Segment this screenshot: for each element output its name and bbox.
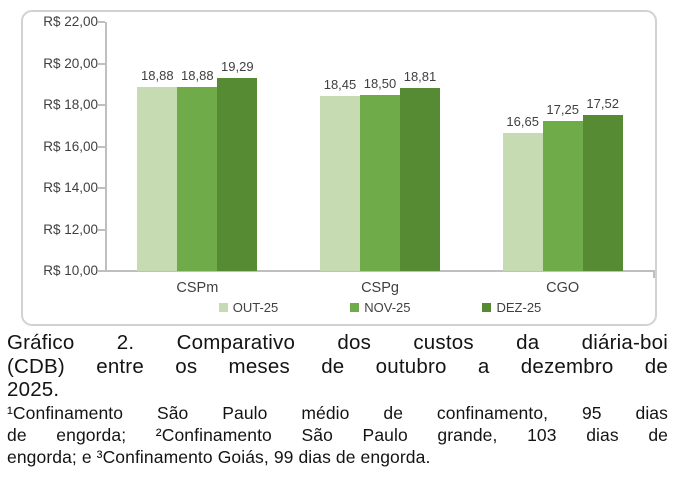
legend-swatch-icon [482,303,492,312]
bar-value-label: 18,88 [181,67,214,83]
bar-value-label: 18,81 [403,69,437,85]
bar-group-cspm: 18,88 18,88 19,29 [106,59,289,271]
bar-cgo-dez-25: 17,52 [582,96,623,271]
bar-cspg-out-25: 18,45 [320,77,360,271]
bar-value-label: 16,65 [506,114,539,129]
legend-label: NOV-25 [364,300,411,315]
bar-cspm-nov-25: 18,88 [177,68,218,271]
footnote-line: ¹Confinamento São Paulo médio de confina… [7,403,668,423]
bar-value-label: 17,25 [546,101,579,117]
bar-value-label: 17,52 [586,96,619,111]
y-axis-tick-label: R$ 22,00 [43,14,98,29]
y-axis-tick-label: R$ 18,00 [43,97,98,112]
bar-group-cspg: 18,45 18,50 18,81 [289,69,472,271]
bar-cgo-nov-25: 17,25 [542,102,583,271]
legend-swatch-icon [218,303,228,312]
y-axis-tick-mark [98,62,105,65]
x-axis-category-label: CGO [546,280,580,296]
chart-legend: OUT-25 NOV-25 DEZ-25 [106,300,654,315]
y-axis-tick-mark [98,270,105,272]
y-axis-tick-mark [98,228,105,231]
bar-value-label: 18,88 [141,67,174,83]
footnote-line: engorda; e ³Confinamento Goiás, 99 dias … [7,447,431,467]
footnote-line: de engorda; ²Confinamento São Paulo gran… [7,425,668,445]
x-axis-category-labels: CSPm CSPg CGO [106,280,654,296]
y-axis-tick-mark [98,104,105,106]
x-axis-category-label: CSPg [361,280,399,296]
caption-line: Gráfico 2. Comparativo dos custos da diá… [7,331,668,354]
chart-footnote: ¹Confinamento São Paulo médio de confina… [7,402,668,468]
bar-value-label: 18,45 [323,76,357,92]
bar-cspg-nov-25: 18,50 [360,76,400,271]
y-axis-line [105,22,107,272]
legend-label: DEZ-25 [496,300,542,315]
y-axis-tick-label: R$ 16,00 [43,138,98,154]
x-axis-end-tick [653,270,655,278]
bar-group-cgo: 16,65 17,25 17,52 [471,96,654,271]
y-axis-tick-mark [98,187,105,189]
caption-line: (CDB) entre os meses de outubro a dezemb… [7,354,668,378]
bar-cspm-dez-25: 19,29 [217,59,258,271]
chart-caption: Gráfico 2. Comparativo dos custos da diá… [7,331,668,402]
legend-label: OUT-25 [232,300,279,315]
legend-swatch-icon [350,303,360,312]
x-axis-line [105,270,655,272]
legend-item-nov-25: NOV-25 [350,300,410,315]
bar-cgo-out-25: 16,65 [502,114,543,271]
caption-line: 2025. [7,378,60,401]
bar-value-label: 18,50 [363,75,397,91]
bar-cspm-out-25: 18,88 [137,68,178,271]
legend-item-out-25: OUT-25 [218,300,279,315]
y-axis-tick-label: R$ 10,00 [43,263,98,278]
legend-item-dez-25: DEZ-25 [482,300,541,315]
bar-cspg-dez-25: 18,81 [400,69,440,271]
y-axis-tick-mark [98,145,105,148]
x-axis-category-label: CSPm [176,280,219,296]
y-axis-tick-mark [98,21,105,23]
plot-area: 18,88 18,88 19,29 18,45 18,50 18,81 16,65 17,25… [106,22,654,271]
y-axis-tick-label: R$ 20,00 [43,55,98,71]
y-axis-tick-label: R$ 12,00 [43,221,98,237]
y-axis-tick-label: R$ 14,00 [43,180,98,195]
bar-value-label: 19,29 [221,59,254,75]
